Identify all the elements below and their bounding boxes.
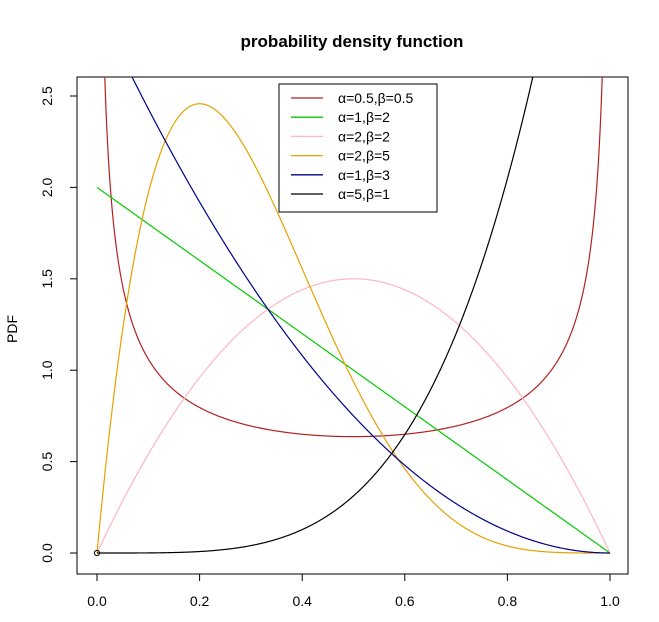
y-tick-label: 1.5 xyxy=(39,269,55,289)
x-tick-label: 0.2 xyxy=(190,593,210,609)
x-tick-label: 0.4 xyxy=(292,593,312,609)
y-axis: 0.0 0.5 1.0 1.5 2.0 2.5 xyxy=(39,86,78,563)
series-layer xyxy=(96,77,611,554)
marker-layer xyxy=(93,549,101,557)
y-tick-label: 0.5 xyxy=(39,452,55,472)
x-tick-label: 0.0 xyxy=(87,593,107,609)
chart-title: probability density function xyxy=(241,32,464,51)
x-axis: 0.0 0.2 0.4 0.6 0.8 1.0 xyxy=(87,573,620,609)
x-tick-label: 0.6 xyxy=(395,593,415,609)
legend-entry-label: α=2,β=2 xyxy=(338,128,390,144)
series-line-2 xyxy=(96,278,611,554)
legend-box xyxy=(278,83,438,213)
legend-entry-label: α=0.5,β=0.5 xyxy=(338,90,414,106)
series-line-3 xyxy=(96,103,610,554)
y-tick-label: 2.5 xyxy=(39,86,55,106)
y-axis-label: PDF xyxy=(4,315,20,343)
legend-entry-label: α=2,β=5 xyxy=(338,148,390,164)
series-line-5 xyxy=(97,77,534,554)
series-line-0 xyxy=(104,77,603,438)
legend-entry-label: α=1,β=3 xyxy=(338,167,390,183)
series-line-1 xyxy=(96,186,611,554)
legend: α=0.5,β=0.5 α=1,β=2 α=2,β=2 α=2,β=5 α=1,β=3 α… xyxy=(278,83,438,213)
series-line-4 xyxy=(131,77,610,554)
y-tick-label: 1.0 xyxy=(39,360,55,380)
y-tick-label: 2.0 xyxy=(39,177,55,197)
x-tick-label: 1.0 xyxy=(600,593,620,609)
legend-entry-label: α=1,β=2 xyxy=(338,109,390,125)
data-point-marker xyxy=(93,549,101,557)
legend-entry-label: α=5,β=1 xyxy=(338,186,390,202)
x-tick-label: 0.8 xyxy=(498,593,518,609)
y-tick-label: 0.0 xyxy=(39,543,55,563)
